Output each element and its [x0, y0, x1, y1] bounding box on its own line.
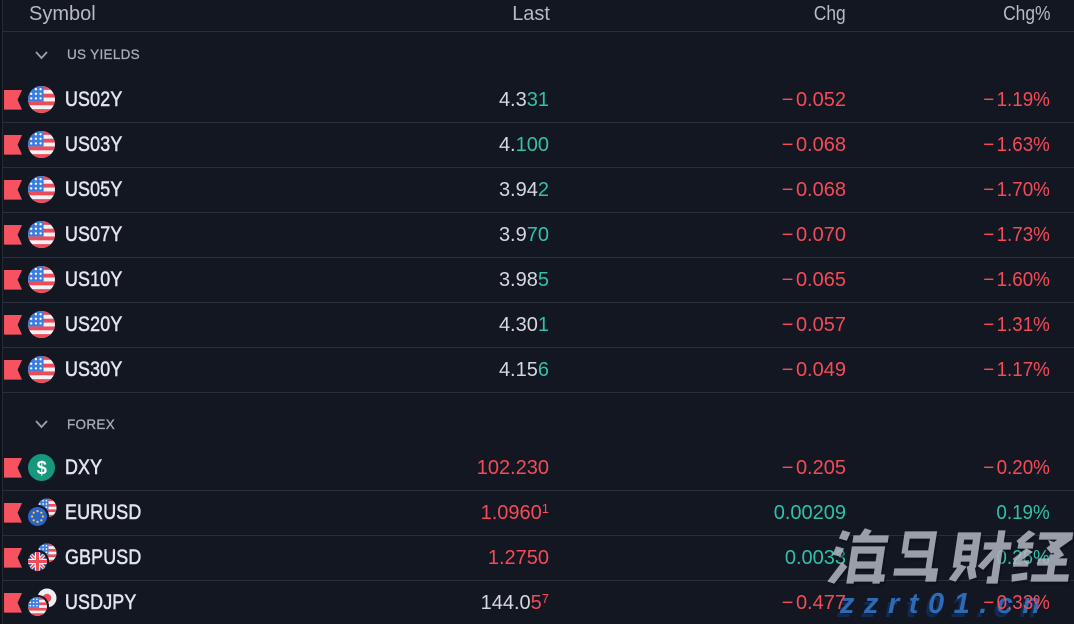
svg-text:$: $	[36, 457, 47, 478]
